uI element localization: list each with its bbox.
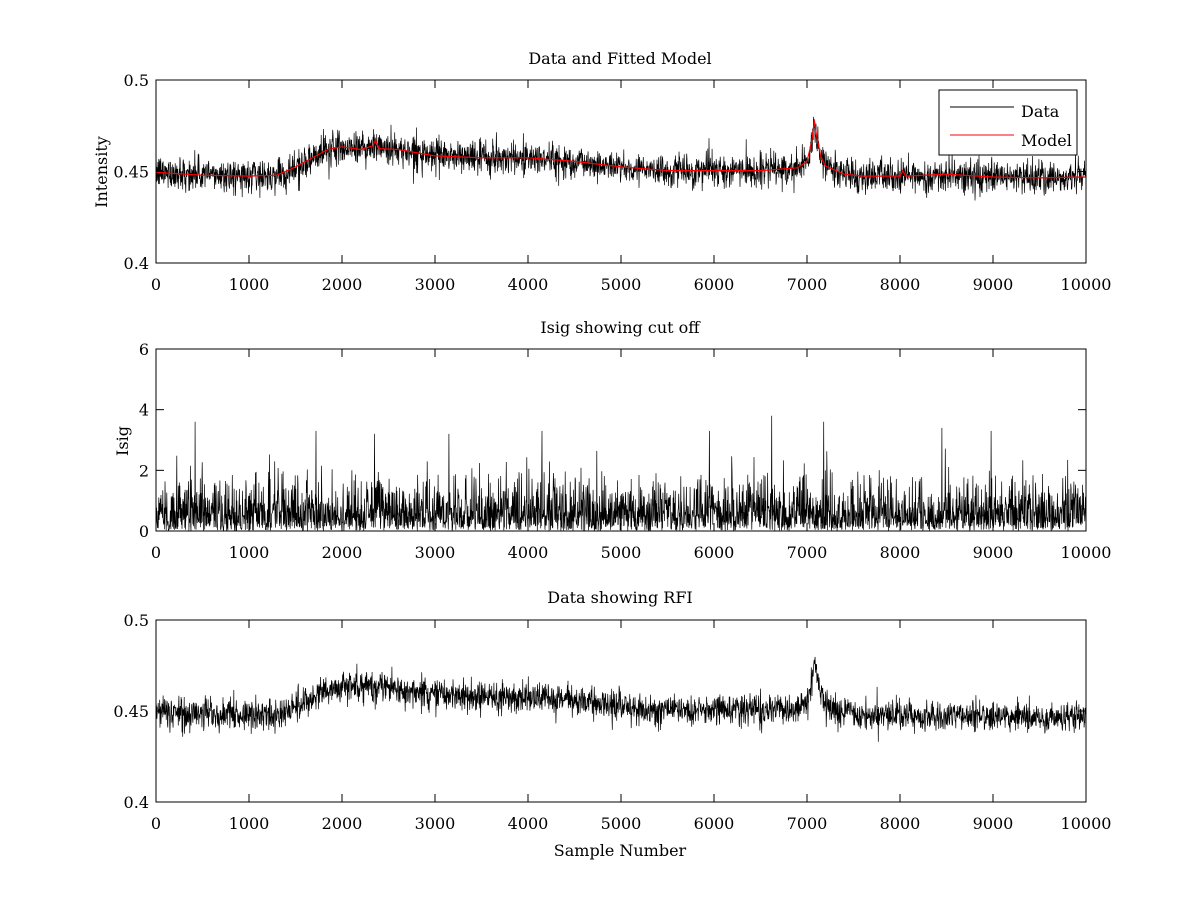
x-tick-label: 9000 [973, 814, 1014, 833]
axis-ticks: 0 1000 2000 3000 4000 5000 6000 7000 8000 9000 100… [139, 340, 1112, 562]
chart-title: Data and Fitted Model [528, 49, 711, 68]
series-line-data [156, 656, 1086, 742]
chart-title: Data showing RFI [547, 588, 692, 607]
y-tick-label: 6 [139, 340, 149, 359]
x-tick-label: 3000 [415, 814, 456, 833]
x-tick-label: 4000 [508, 814, 549, 833]
x-tick-label: 2000 [322, 543, 363, 562]
x-axis-label: Sample Number [554, 841, 687, 860]
y-tick-label: 0.45 [113, 702, 149, 721]
legend-label-model: Model [1021, 131, 1072, 150]
x-tick-label: 1000 [229, 275, 270, 294]
y-tick-label: 2 [139, 461, 149, 480]
x-tick-label: 8000 [880, 543, 921, 562]
x-tick-label: 9000 [973, 543, 1014, 562]
panel-isig-showing-cut-off: Isig showing cut off Isig 0 1000 2000 3000 4… [113, 318, 1111, 562]
y-tick-label: 0.4 [124, 793, 149, 812]
y-tick-label: 0.4 [124, 254, 149, 273]
x-tick-label: 8000 [880, 275, 921, 294]
x-tick-label: 6000 [694, 814, 735, 833]
x-tick-label: 10000 [1061, 543, 1112, 562]
x-tick-label: 3000 [415, 543, 456, 562]
axes-box [155, 79, 1087, 264]
x-tick-label: 6000 [694, 543, 735, 562]
x-tick-label: 4000 [508, 543, 549, 562]
x-tick-label: 1000 [229, 543, 270, 562]
y-tick-label: 0 [139, 522, 149, 541]
series-line-isig [156, 415, 1086, 531]
x-tick-label: 3000 [415, 275, 456, 294]
x-tick-label: 5000 [601, 543, 642, 562]
x-tick-label: 0 [151, 814, 161, 833]
x-tick-label: 0 [151, 275, 161, 294]
y-tick-label: 0.5 [124, 611, 149, 630]
series-line-data [156, 116, 1086, 201]
plot-lines [156, 656, 1086, 742]
x-tick-label: 5000 [601, 814, 642, 833]
x-tick-label: 2000 [322, 814, 363, 833]
y-tick-label: 4 [139, 401, 149, 420]
chart-title: Isig showing cut off [540, 318, 701, 337]
series-line-model [156, 120, 1086, 179]
y-tick-label: 0.5 [124, 71, 149, 90]
legend-box [938, 89, 1078, 156]
x-tick-label: 4000 [508, 275, 549, 294]
x-tick-label: 10000 [1061, 814, 1112, 833]
axis-ticks: 0 1000 2000 3000 4000 5000 6000 7000 8000 9000 100… [113, 71, 1111, 294]
axes-box [155, 348, 1087, 532]
plot-lines [156, 116, 1086, 201]
x-tick-label: 10000 [1061, 275, 1112, 294]
x-tick-label: 1000 [229, 814, 270, 833]
x-tick-label: 9000 [973, 275, 1014, 294]
panel-data-and-fitted-model: Data and Fitted Model Intensity 0 1000 200… [92, 49, 1111, 294]
x-tick-label: 7000 [787, 275, 828, 294]
panel-data-showing-rfi: Data showing RFI 0 1000 2000 3000 4000 5000 60… [113, 588, 1111, 860]
axes-box [155, 619, 1087, 803]
x-tick-label: 7000 [787, 814, 828, 833]
x-tick-label: 6000 [694, 275, 735, 294]
x-tick-label: 0 [151, 543, 161, 562]
y-axis-label: Isig [113, 426, 132, 456]
y-axis-label: Intensity [92, 136, 111, 208]
x-tick-label: 7000 [787, 543, 828, 562]
legend-label-data: Data [1021, 102, 1060, 121]
x-tick-label: 2000 [322, 275, 363, 294]
axis-ticks: 0 1000 2000 3000 4000 5000 6000 7000 8000 9000 100… [113, 611, 1111, 833]
x-tick-label: 5000 [601, 275, 642, 294]
y-tick-label: 0.45 [113, 163, 149, 182]
plot-lines [156, 415, 1086, 531]
x-tick-label: 8000 [880, 814, 921, 833]
legend: Data Model [938, 89, 1078, 156]
